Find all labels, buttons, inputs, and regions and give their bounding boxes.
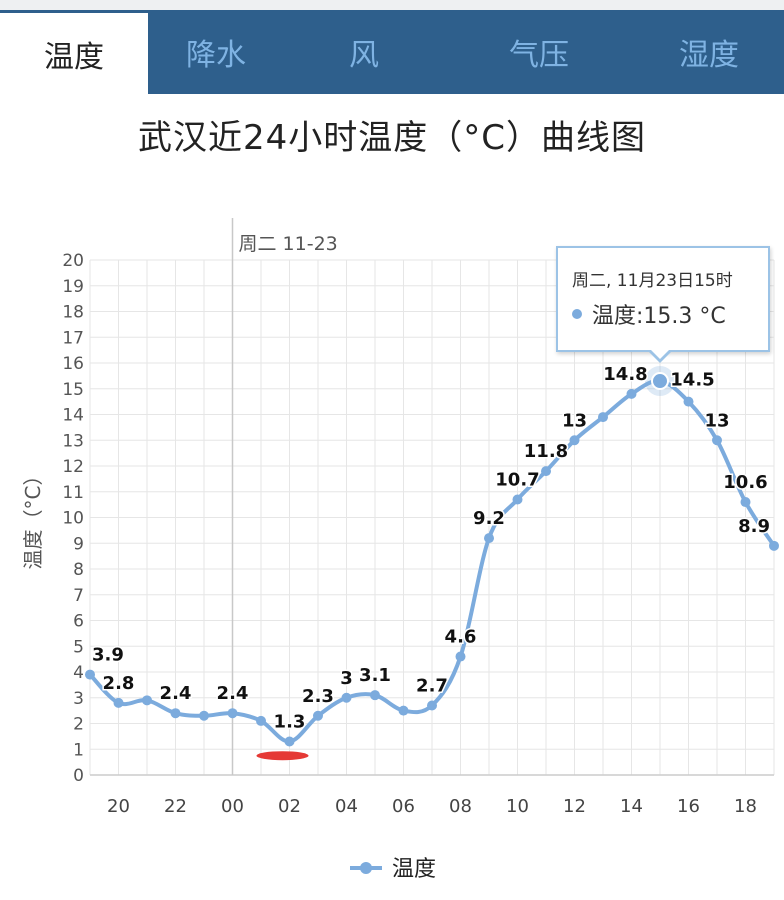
- tab-wind[interactable]: 风: [349, 38, 379, 73]
- data-point: [712, 435, 722, 446]
- tooltip-value: 15.3 °C: [643, 304, 726, 329]
- data-point: [455, 651, 466, 662]
- y-axis-title: 温度（°C）: [21, 466, 45, 570]
- data-point: [85, 669, 95, 680]
- data-point: [199, 710, 209, 721]
- x-tick-label: 20: [107, 796, 130, 817]
- x-tick-label: 10: [506, 796, 529, 817]
- y-tick-label: 9: [73, 534, 84, 554]
- data-point: [769, 540, 779, 551]
- tooltip-time: 周二, 11月23日15时: [572, 271, 733, 291]
- y-tick-label: 8: [73, 560, 84, 580]
- data-label: 8.9: [738, 516, 770, 537]
- data-point: [256, 715, 266, 726]
- y-tick-label: 18: [62, 303, 84, 323]
- legend-label: 温度: [392, 857, 436, 882]
- data-label: 14.5: [670, 370, 714, 391]
- data-point: [512, 494, 523, 505]
- x-tick-label: 08: [449, 796, 472, 817]
- data-point: [651, 372, 669, 391]
- data-point: [113, 697, 124, 708]
- data-point: [740, 497, 751, 508]
- x-tick-label: 18: [734, 796, 757, 817]
- data-label: 3: [340, 668, 353, 689]
- x-tick-label: 14: [620, 796, 643, 817]
- data-label: 4.6: [445, 627, 477, 648]
- y-tick-label: 19: [62, 277, 84, 297]
- data-label: 14.8: [603, 364, 647, 385]
- minimum-marker: [256, 751, 309, 761]
- data-label: 1.3: [274, 712, 306, 733]
- data-point: [142, 695, 152, 706]
- data-label: 3.9: [92, 645, 124, 666]
- data-point: [370, 690, 380, 701]
- y-tick-label: 1: [73, 740, 84, 760]
- y-tick-label: 10: [62, 509, 84, 529]
- data-point: [284, 736, 295, 747]
- data-label: 2.3: [302, 686, 334, 707]
- y-tick-label: 7: [73, 586, 84, 606]
- tab-humidity[interactable]: 湿度: [679, 38, 739, 73]
- x-tick-label: 16: [677, 796, 700, 817]
- y-tick-label: 13: [62, 431, 84, 451]
- y-tick-label: 3: [73, 689, 84, 709]
- data-label: 11.8: [524, 441, 568, 462]
- tooltip-value-line: 温度:15.3 °C: [592, 298, 726, 330]
- data-point: [398, 705, 409, 716]
- tab-precipitation[interactable]: 降水: [186, 38, 246, 73]
- y-tick-label: 16: [62, 354, 84, 374]
- y-tick-label: 2: [73, 715, 84, 735]
- data-label: 13: [704, 410, 729, 431]
- legend-marker: [360, 862, 372, 874]
- data-label: 13: [562, 410, 587, 431]
- data-point: [484, 533, 494, 544]
- data-point: [598, 412, 608, 423]
- y-tick-label: 17: [62, 328, 84, 348]
- tab-temperature[interactable]: 温度: [0, 10, 148, 94]
- data-label: 9.2: [473, 508, 505, 529]
- top-strip: [0, 0, 784, 10]
- y-tick-label: 12: [62, 457, 84, 477]
- data-point: [341, 692, 352, 703]
- data-point: [313, 710, 323, 721]
- chart-tooltip: 周二, 11月23日15时 温度:15.3 °C: [556, 246, 770, 363]
- day-marker-label: 周二 11-23: [239, 233, 338, 255]
- y-tick-label: 20: [62, 251, 84, 271]
- tooltip-series-dot: [572, 309, 582, 319]
- tab-pressure[interactable]: 气压: [509, 38, 569, 73]
- chart-title: 武汉近24小时温度（°C）曲线图: [137, 118, 646, 158]
- y-tick-label: 11: [62, 483, 84, 503]
- x-tick-label: 02: [278, 796, 301, 817]
- metric-tab-bar: 温度 降水 风 气压 湿度: [0, 10, 784, 94]
- data-label: 2.8: [103, 673, 135, 694]
- data-point: [626, 388, 637, 399]
- data-point: [569, 435, 580, 446]
- tooltip-pointer-inner: [650, 349, 670, 359]
- x-tick-label: 06: [392, 796, 415, 817]
- y-tick-label: 4: [73, 663, 84, 683]
- y-tick-label: 15: [62, 380, 84, 400]
- x-tick-label: 00: [221, 796, 244, 817]
- data-label: 2.4: [160, 683, 192, 704]
- data-label: 10.7: [495, 469, 539, 490]
- data-point: [541, 466, 551, 477]
- data-point: [683, 396, 694, 407]
- data-point: [227, 708, 238, 719]
- x-tick-label: 04: [335, 796, 358, 817]
- data-point: [427, 700, 437, 711]
- y-tick-label: 0: [73, 766, 84, 786]
- x-tick-label: 22: [164, 796, 187, 817]
- data-label: 3.1: [359, 665, 391, 686]
- y-tick-label: 14: [62, 406, 84, 426]
- data-label: 2.7: [416, 675, 448, 696]
- y-tick-label: 6: [73, 612, 84, 632]
- y-tick-label: 5: [73, 637, 84, 657]
- data-point: [170, 708, 181, 719]
- tooltip-series-label: 温度:: [592, 304, 644, 329]
- x-tick-label: 12: [563, 796, 586, 817]
- data-label: 2.4: [217, 683, 249, 704]
- data-label: 10.6: [723, 472, 767, 493]
